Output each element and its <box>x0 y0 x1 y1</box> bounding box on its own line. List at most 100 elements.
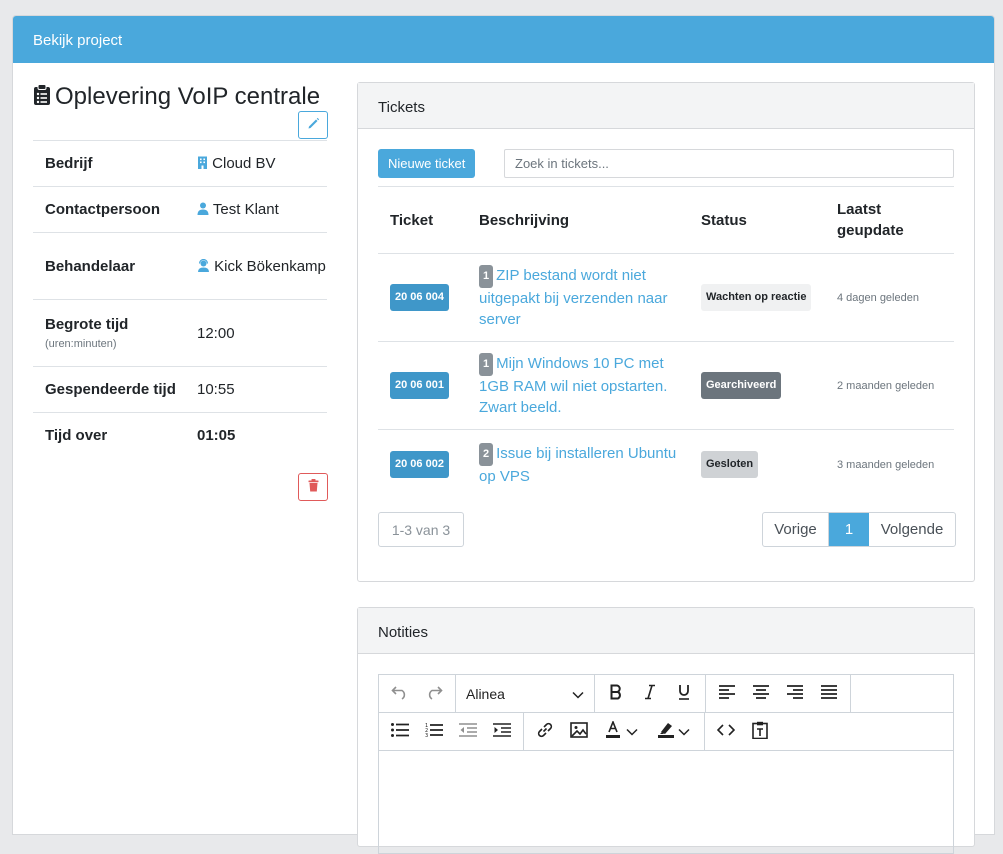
column-header-description: Beschrijving <box>467 186 689 254</box>
tickets-panel: Tickets Nieuwe ticket Ticket Beschrijvin… <box>357 82 975 582</box>
text-color-button[interactable] <box>596 713 648 751</box>
redo-button[interactable] <box>417 675 451 713</box>
field-label: Begrote tijd (uren:minuten) <box>33 299 197 367</box>
underline-button[interactable] <box>667 675 701 713</box>
ticket-description: ZIP bestand wordt niet uitgepakt bij ver… <box>479 267 668 328</box>
highlight-color-button[interactable] <box>648 713 700 751</box>
field-label: Tijd over <box>33 412 197 459</box>
last-updated: 2 maanden geleden <box>837 380 935 392</box>
ticket-description-link[interactable]: 1 ZIP bestand wordt niet uitgepakt bij ve… <box>467 253 689 342</box>
align-justify-icon <box>821 684 837 703</box>
ticket-description: Issue bij installeren Ubuntu op VPS <box>479 444 677 485</box>
insert-image-button[interactable] <box>562 713 596 751</box>
insert-group <box>524 713 705 750</box>
handler-name: Kick Bökenkamp <box>214 257 326 275</box>
company-link[interactable]: Cloud BV <box>197 140 327 187</box>
last-updated: 3 maanden geleden <box>837 459 935 472</box>
status-badge: Gearchiveerd <box>701 372 782 399</box>
insert-link-button[interactable] <box>528 713 562 751</box>
history-group <box>379 675 456 712</box>
column-header-status: Status <box>689 186 825 254</box>
chevron-down-icon <box>678 723 690 740</box>
link-icon <box>536 721 554 743</box>
edit-project-button[interactable] <box>298 111 328 139</box>
pagination-previous[interactable]: Vorige <box>763 513 829 546</box>
budget-value: 12:00 <box>197 299 327 367</box>
text-color-icon <box>606 719 626 743</box>
chevron-down-icon <box>572 686 584 702</box>
status-badge: Wachten op reactie <box>701 284 812 311</box>
block-format-select[interactable]: Alinea <box>460 675 590 713</box>
undo-button[interactable] <box>383 675 417 713</box>
delete-project-button[interactable] <box>298 473 328 501</box>
svg-text:1: 1 <box>425 723 428 729</box>
project-card: Bekijk project Oplevering VoIP centrale … <box>12 15 995 854</box>
format-group: Alinea <box>456 675 595 712</box>
table-row[interactable]: 20 06 002 2 Issue bij installeren Ubuntu … <box>378 429 954 500</box>
align-center-button[interactable] <box>744 675 778 713</box>
last-updated: 4 dagen geleden <box>837 292 919 304</box>
ticket-description-link[interactable]: 1 Mijn Windows 10 PC met 1GB RAM wil niet… <box>467 341 689 430</box>
pagination-page-current[interactable]: 1 <box>829 513 869 546</box>
user-icon <box>197 201 209 218</box>
alignment-group <box>706 675 851 712</box>
paste-text-button[interactable] <box>743 713 777 751</box>
bold-icon <box>609 684 623 704</box>
ticket-search-input[interactable] <box>504 149 954 178</box>
bold-button[interactable] <box>599 675 633 713</box>
italic-button[interactable] <box>633 675 667 713</box>
tickets-panel-title: Tickets <box>358 83 974 129</box>
notes-panel: Notities Alinea <box>357 607 975 854</box>
contact-link[interactable]: Test Klant <box>197 186 327 233</box>
svg-text:3: 3 <box>425 733 428 738</box>
bullet-list-icon <box>391 722 409 741</box>
outdent-button[interactable] <box>451 713 485 751</box>
indent-icon <box>493 722 511 741</box>
pagination: Vorige 1 Volgende <box>762 512 956 547</box>
bullet-list-button[interactable] <box>383 713 417 751</box>
align-center-icon <box>753 684 769 703</box>
image-icon <box>570 721 588 742</box>
align-left-button[interactable] <box>710 675 744 713</box>
redo-icon <box>425 684 443 704</box>
ticket-id-badge[interactable]: 20 06 001 <box>390 372 449 399</box>
ticket-id-badge[interactable]: 20 06 004 <box>390 284 449 311</box>
clipboard-list-icon <box>33 83 55 110</box>
field-label: Gespendeerde tijd <box>33 366 197 413</box>
block-format-value: Alinea <box>466 685 505 702</box>
align-left-icon <box>719 684 735 703</box>
new-ticket-button[interactable]: Nieuwe ticket <box>378 149 476 178</box>
table-row[interactable]: 20 06 001 1 Mijn Windows 10 PC met 1GB RA… <box>378 341 954 430</box>
indent-button[interactable] <box>485 713 519 751</box>
trash-icon <box>308 478 319 496</box>
budget-label: Begrote tijd <box>45 316 129 333</box>
field-label: Bedrijf <box>33 140 197 187</box>
reply-count-badge: 1 <box>479 353 494 376</box>
underline-icon <box>677 684 691 704</box>
ticket-id-badge[interactable]: 20 06 002 <box>390 451 449 479</box>
svg-text:2: 2 <box>425 728 428 734</box>
source-code-button[interactable] <box>709 713 743 751</box>
field-label: Behandelaar <box>33 232 197 300</box>
align-right-button[interactable] <box>778 675 812 713</box>
misc-group <box>705 713 781 750</box>
editor-toolbar-row-1: Alinea <box>379 675 953 713</box>
ticket-description: Mijn Windows 10 PC met 1GB RAM wil niet … <box>479 355 668 416</box>
align-justify-button[interactable] <box>812 675 846 713</box>
pagination-next[interactable]: Volgende <box>880 521 944 538</box>
editor-content-area[interactable] <box>379 751 953 853</box>
undo-icon <box>391 684 409 704</box>
ticket-description-link[interactable]: 2 Issue bij installeren Ubuntu op VPS <box>467 429 689 500</box>
italic-icon <box>644 684 656 704</box>
handler-link[interactable]: Kick Bökenkamp <box>197 232 327 300</box>
text-style-group <box>595 675 706 712</box>
tickets-table: Ticket Beschrijving Status Laatst geupda… <box>378 186 954 500</box>
table-row[interactable]: 20 06 004 1 ZIP bestand wordt niet uitgep… <box>378 253 954 342</box>
contact-name: Test Klant <box>212 201 279 218</box>
spent-value: 10:55 <box>197 366 327 413</box>
